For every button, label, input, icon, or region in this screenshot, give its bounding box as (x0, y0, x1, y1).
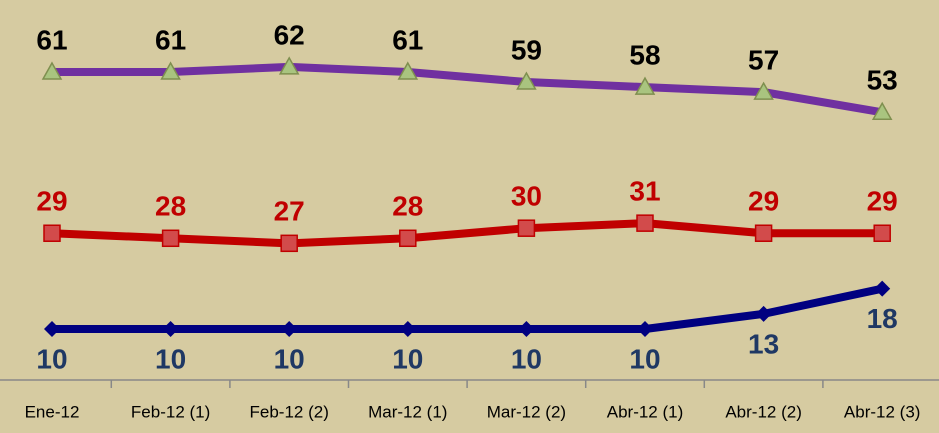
data-label: 18 (867, 303, 898, 334)
marker (518, 321, 535, 337)
x-tick-label: Mar-12 (1) (368, 402, 447, 421)
data-label: 61 (392, 24, 423, 55)
x-tick-label: Mar-12 (2) (487, 402, 566, 421)
marker (160, 61, 181, 80)
marker (162, 321, 179, 337)
x-tick-label: Ene-12 (25, 402, 80, 421)
marker (755, 305, 772, 322)
marker (637, 321, 653, 337)
data-label: 57 (748, 45, 779, 76)
marker (754, 224, 773, 242)
x-tick-label: Feb-12 (1) (131, 402, 210, 421)
data-label: 29 (748, 186, 779, 217)
marker (280, 234, 298, 253)
series-line (51, 219, 883, 248)
data-label: 29 (867, 186, 898, 217)
data-label: 10 (392, 343, 423, 374)
marker (634, 76, 656, 95)
marker (399, 229, 417, 248)
data-label: 61 (155, 24, 186, 55)
marker (41, 61, 63, 80)
marker (281, 321, 298, 337)
data-label: 53 (867, 65, 898, 96)
data-label: 29 (36, 186, 67, 217)
data-label: 10 (629, 343, 660, 374)
marker (871, 101, 893, 121)
data-label: 62 (274, 19, 305, 50)
marker (517, 219, 536, 237)
marker (753, 81, 774, 100)
marker (399, 321, 416, 337)
marker (397, 61, 419, 80)
data-label: 10 (274, 343, 305, 374)
data-label: 13 (748, 328, 779, 359)
series-line (52, 62, 883, 117)
data-label: 28 (392, 191, 423, 222)
marker (278, 56, 300, 75)
marker (636, 214, 654, 232)
marker (44, 321, 60, 337)
marker (43, 224, 61, 242)
x-tick-label: Abr-12 (1) (607, 402, 684, 421)
data-label: 61 (36, 24, 67, 55)
marker (873, 224, 891, 242)
series-line (52, 284, 884, 333)
marker (874, 280, 891, 297)
data-label: 28 (155, 191, 186, 222)
data-label: 27 (274, 196, 305, 227)
marker (516, 71, 537, 90)
data-label: 59 (511, 34, 542, 65)
data-label: 10 (36, 343, 67, 374)
data-label: 58 (629, 39, 660, 70)
data-label: 10 (155, 343, 186, 374)
x-tick-label: Abr-12 (2) (725, 402, 802, 421)
marker (161, 229, 180, 248)
x-tick-label: Abr-12 (3) (844, 402, 921, 421)
data-label: 30 (511, 181, 542, 212)
x-tick-label: Feb-12 (2) (250, 402, 329, 421)
data-label: 31 (629, 176, 660, 207)
data-label: 10 (511, 343, 542, 374)
